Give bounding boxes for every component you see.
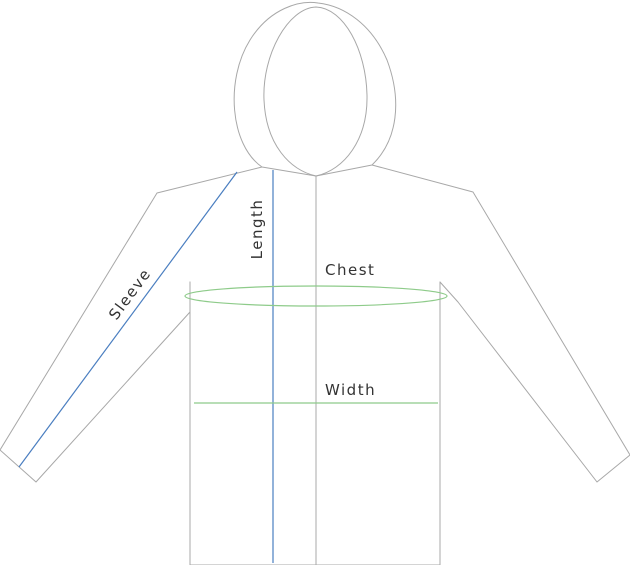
chest-label: Chest xyxy=(325,261,375,279)
sleeve-measure-line xyxy=(18,171,238,468)
right-sleeve-outline xyxy=(371,164,630,483)
length-label: Length xyxy=(248,199,266,260)
hood-outer-outline xyxy=(233,1,397,177)
hood-inner-outline xyxy=(263,6,368,177)
left-sleeve-outline xyxy=(0,166,263,483)
chest-measure-ellipse xyxy=(184,285,448,307)
body-outline xyxy=(189,281,441,565)
width-label: Width xyxy=(325,381,376,399)
